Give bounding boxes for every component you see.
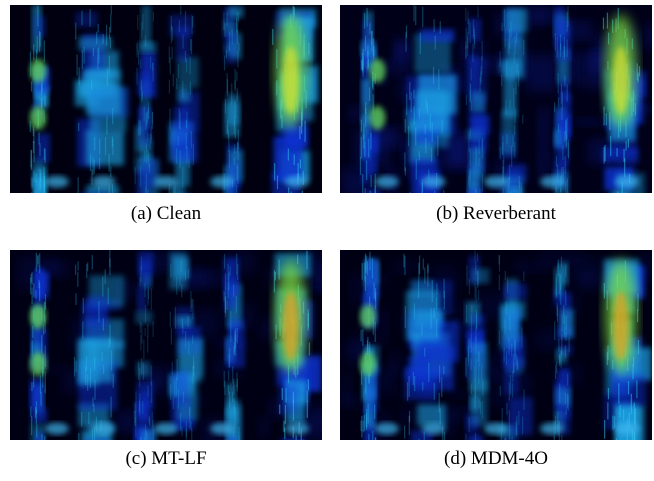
spectral-texture <box>283 292 299 360</box>
spectral-texture <box>360 305 376 329</box>
caption: (c) MT-LF <box>125 448 206 469</box>
spectral-texture <box>92 176 116 188</box>
spectral-texture <box>540 423 564 435</box>
spectral-texture <box>360 352 376 376</box>
spectral-texture <box>45 176 69 188</box>
figure: (a) Clean (b) Reverberant (c) MT-LF (d) … <box>0 0 654 476</box>
spectral-texture <box>35 273 49 299</box>
spectral-texture <box>393 39 410 76</box>
spectral-texture <box>611 191 630 232</box>
spectral-texture <box>538 108 550 144</box>
spectral-texture <box>484 176 508 188</box>
spectral-texture <box>177 87 190 102</box>
spectral-texture <box>154 423 178 435</box>
spectral-texture <box>36 134 50 163</box>
spectral-texture <box>176 316 193 327</box>
spectral-texture <box>613 292 629 360</box>
spectral-texture <box>417 404 446 425</box>
spectral-texture <box>86 439 109 476</box>
spectrogram-mt-lf <box>10 250 341 476</box>
spectral-texture <box>258 418 270 437</box>
spectral-texture <box>508 397 533 435</box>
spectral-texture <box>139 42 156 53</box>
spectral-texture <box>369 59 385 83</box>
spectral-texture <box>92 423 116 435</box>
spectral-texture <box>540 176 564 188</box>
spectral-texture <box>228 435 238 447</box>
spectrogram-clean <box>10 5 322 224</box>
spectral-texture <box>310 285 334 293</box>
spectral-texture <box>525 55 558 92</box>
spectral-texture <box>418 75 457 114</box>
spectral-texture <box>377 308 388 346</box>
spectral-texture <box>31 408 47 422</box>
spectral-texture <box>502 109 516 154</box>
spectral-texture <box>340 395 363 408</box>
caption: (d) MDM-4O <box>444 448 548 469</box>
caption: (a) Clean <box>131 203 202 224</box>
spectral-texture <box>369 106 385 130</box>
spectral-texture <box>30 352 46 376</box>
spectral-texture <box>78 341 99 386</box>
spectral-texture <box>30 423 44 473</box>
caption: (b) Reverberant <box>436 203 556 224</box>
spectral-texture <box>35 436 45 455</box>
spectral-texture <box>514 259 526 275</box>
spectral-texture <box>472 115 490 135</box>
spectral-texture <box>283 46 299 114</box>
spectral-texture <box>615 423 639 435</box>
spectral-texture <box>538 144 550 179</box>
spectral-texture <box>154 176 178 188</box>
spectrogram-reverberant <box>340 5 654 234</box>
spectral-texture <box>472 268 489 283</box>
spectral-texture <box>227 183 240 222</box>
spectral-texture <box>471 314 485 325</box>
spectral-texture <box>285 423 309 435</box>
spectral-texture <box>278 385 297 415</box>
spectral-texture <box>30 59 46 83</box>
spectral-texture <box>177 57 198 88</box>
spectral-texture <box>86 296 108 327</box>
spectral-texture <box>420 29 455 42</box>
spectral-texture <box>285 176 309 188</box>
spectral-texture <box>210 423 234 435</box>
spectral-texture <box>580 271 598 291</box>
spectral-texture <box>375 176 399 188</box>
spectral-texture <box>453 302 467 317</box>
spectral-texture <box>390 351 402 374</box>
spectral-texture <box>45 423 69 435</box>
spectral-texture <box>615 176 639 188</box>
spectral-texture <box>30 106 46 130</box>
spectral-texture <box>612 375 646 406</box>
spectral-texture <box>375 423 399 435</box>
spectral-texture <box>645 24 654 49</box>
spectral-texture <box>135 404 146 418</box>
spectral-texture <box>75 12 97 27</box>
spectral-texture <box>506 9 525 36</box>
spectral-texture <box>81 192 108 205</box>
spectral-texture <box>484 423 508 435</box>
spectral-texture <box>225 34 237 64</box>
spectral-texture <box>411 430 433 465</box>
spectral-texture <box>613 46 629 114</box>
page: (a) Clean (b) Reverberant (c) MT-LF (d) … <box>0 0 654 476</box>
spectral-texture <box>422 423 446 435</box>
spectral-texture <box>169 252 187 289</box>
spectral-texture <box>449 390 466 399</box>
spectral-texture <box>136 311 153 324</box>
spectral-texture <box>50 365 62 374</box>
spectral-texture <box>229 320 244 367</box>
spectral-texture <box>85 69 120 114</box>
spectral-texture <box>471 92 485 113</box>
spectral-texture <box>30 305 46 329</box>
spectral-texture <box>282 438 305 464</box>
spectrogram-mdm-4o <box>340 250 654 475</box>
spectral-texture <box>366 189 381 233</box>
spectral-texture <box>574 118 602 126</box>
spectral-texture <box>312 264 342 287</box>
spectral-texture <box>141 53 157 98</box>
spectral-texture <box>422 176 446 188</box>
spectral-texture <box>210 176 234 188</box>
spectral-texture <box>228 6 243 18</box>
